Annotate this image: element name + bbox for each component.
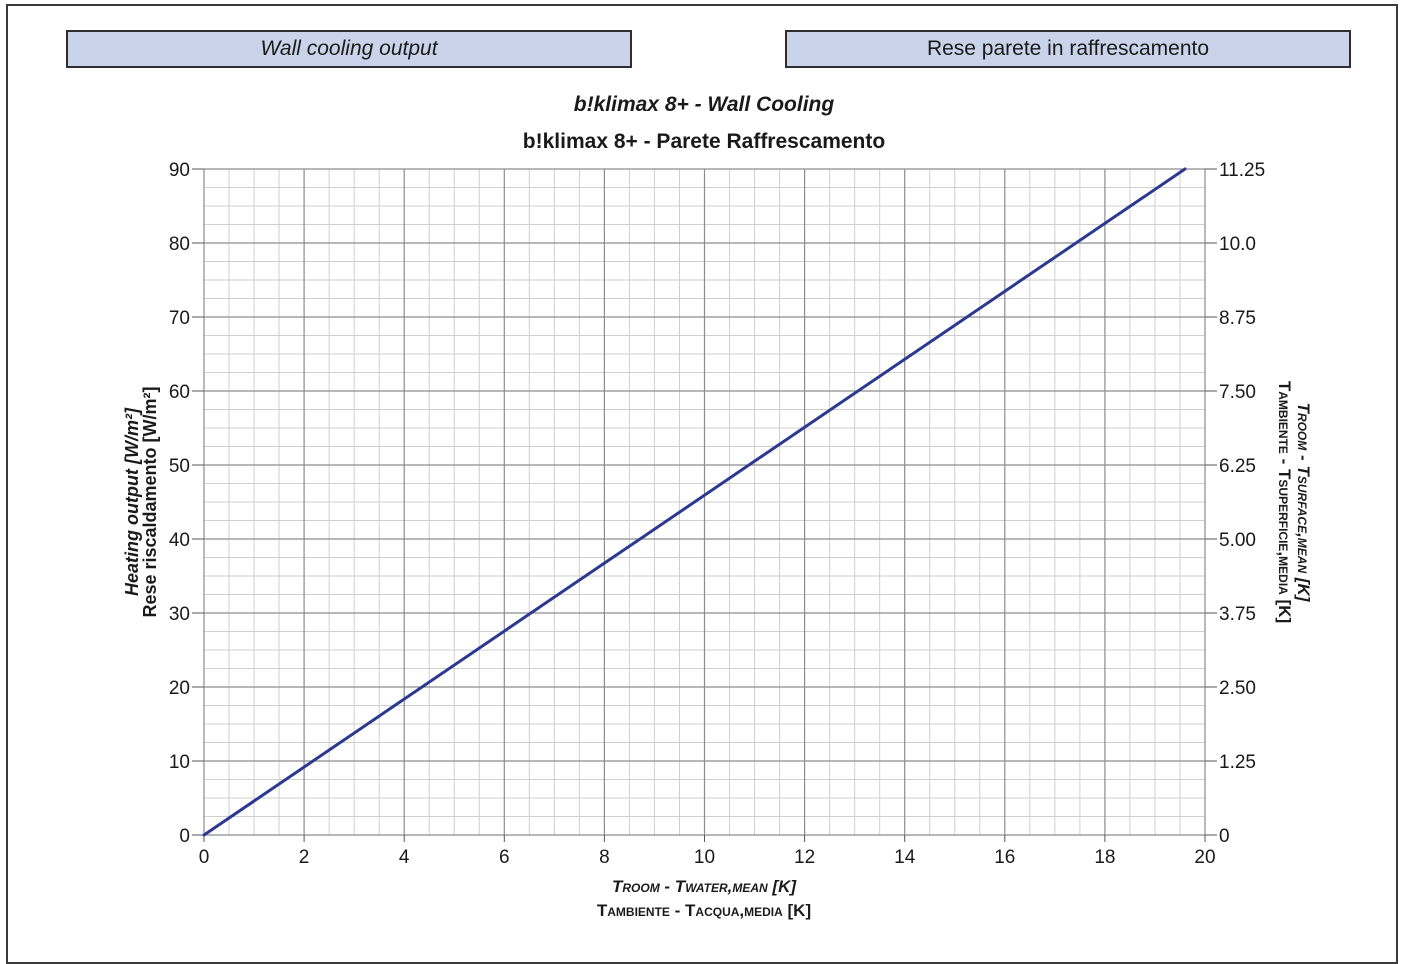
x-tick-label: 6 xyxy=(499,847,510,868)
y2-tick-label: 10.0 xyxy=(1219,234,1256,255)
x-tick-label: 8 xyxy=(599,847,610,868)
y2-tick-label: 6.25 xyxy=(1219,456,1256,477)
y2-tick-label: 0 xyxy=(1219,826,1230,847)
x-axis-ticks: 0 2 4 6 8 10 12 14 16 18 20 xyxy=(199,835,1216,868)
x-tick-label: 14 xyxy=(894,847,916,868)
y-tick-label: 20 xyxy=(169,678,190,699)
major-grid xyxy=(203,168,1206,836)
x-axis-label-english: Troom - Twater,mean [K] xyxy=(612,877,797,896)
x-tick-label: 0 xyxy=(199,847,210,868)
y-tick-label: 50 xyxy=(169,456,190,477)
y2-axis-label-english: Troom - Tsurface,mean [K] xyxy=(1294,403,1313,603)
y-tick-label: 10 xyxy=(169,752,190,773)
y-tick-label: 60 xyxy=(169,382,190,403)
header-italian-label: Rese parete in raffrescamento xyxy=(926,37,1210,60)
y2-tick-label: 3.75 xyxy=(1219,604,1256,625)
series-layer xyxy=(202,167,1187,837)
y-axis-label-english: Heating output [W/m²] xyxy=(122,407,142,596)
x-tick-label: 16 xyxy=(994,847,1015,868)
x-tick-label: 4 xyxy=(399,847,410,868)
chart-title: b!klimax 8+ - Wall Cooling xyxy=(574,93,835,116)
y-tick-label: 40 xyxy=(169,530,190,551)
y-axis-ticks: 0 10 20 30 40 50 60 70 80 90 xyxy=(169,160,204,847)
header-english: Wall cooling output xyxy=(66,30,632,68)
y2-axis-ticks: 0 1.25 2.50 3.75 5.00 6.25 7.50 8.75 10.0 11.25 xyxy=(1205,160,1265,847)
y-axis-label-italian: Rese riscaldamento [W/m²] xyxy=(140,386,160,617)
x-axis-label-italian: Tambiente - Tacqua,media [K] xyxy=(597,901,811,920)
y-tick-label: 90 xyxy=(169,160,190,181)
y2-tick-label: 11.25 xyxy=(1219,160,1265,181)
x-tick-label: 12 xyxy=(794,847,815,868)
y2-tick-label: 5.00 xyxy=(1219,530,1256,551)
x-tick-label: 20 xyxy=(1194,847,1215,868)
y-tick-label: 0 xyxy=(179,826,190,847)
x-tick-label: 10 xyxy=(694,847,715,868)
header-italian: Rese parete in raffrescamento xyxy=(785,30,1351,68)
y2-axis-label-italian: Tambiente - Tsuperficie,media [K] xyxy=(1275,381,1294,623)
y2-tick-label: 8.75 xyxy=(1219,308,1256,329)
y-tick-label: 80 xyxy=(169,234,190,255)
x-tick-label: 18 xyxy=(1094,847,1115,868)
y-tick-label: 70 xyxy=(169,308,190,329)
x-tick-label: 2 xyxy=(299,847,310,868)
header-english-label: Wall cooling output xyxy=(260,37,438,60)
y2-tick-label: 1.25 xyxy=(1219,752,1256,773)
y2-tick-label: 7.50 xyxy=(1219,382,1256,403)
y2-tick-label: 2.50 xyxy=(1219,678,1256,699)
y-tick-label: 30 xyxy=(169,604,190,625)
chart-subtitle: b!klimax 8+ - Parete Raffrescamento xyxy=(523,130,885,153)
series-line xyxy=(202,167,1187,837)
